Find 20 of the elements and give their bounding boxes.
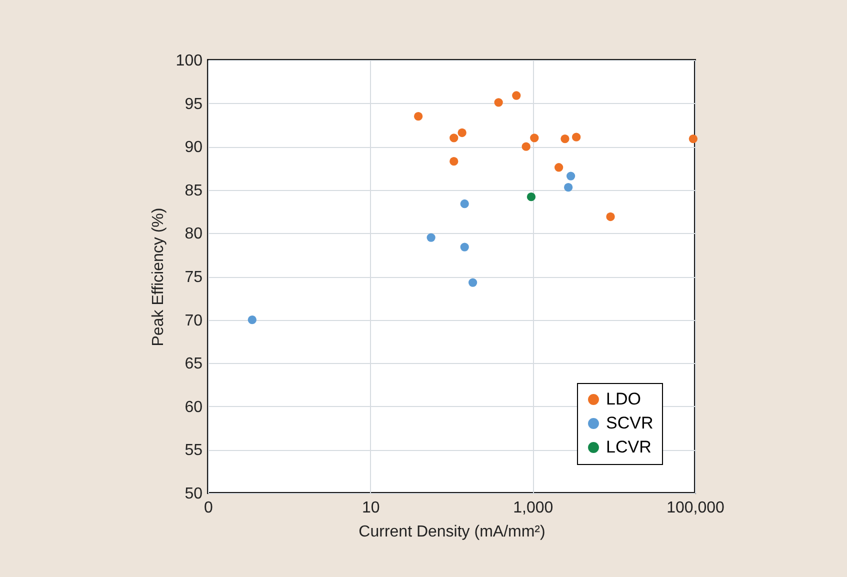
y-tick-label: 100 [176, 52, 203, 70]
y-tick-label: 65 [184, 356, 203, 373]
y-tick-label: 75 [184, 269, 203, 286]
y-tick-label: 90 [184, 139, 203, 156]
legend-label: LDO [606, 390, 641, 408]
x-tick-label: 1,000 [513, 500, 554, 516]
x-tick-label: 10 [362, 500, 380, 516]
x-tick-label: 0 [204, 500, 214, 516]
y-axis-title: Peak Efficiency (%) [150, 208, 167, 346]
y-tick-label: 70 [184, 312, 203, 330]
legend-label: SCVR [606, 414, 654, 432]
x-tick-label: 100,000 [666, 500, 725, 516]
y-tick-label: 85 [184, 182, 203, 200]
y-tick-label: 50 [184, 486, 203, 502]
y-tick-label: 60 [184, 398, 203, 416]
y-tick-label: 55 [184, 442, 203, 460]
y-tick-label: 80 [184, 226, 203, 243]
legend-label: LCVR [606, 438, 652, 456]
x-axis-title: Current Density (mA/mm²) [358, 524, 546, 540]
y-tick-label: 95 [184, 96, 203, 113]
